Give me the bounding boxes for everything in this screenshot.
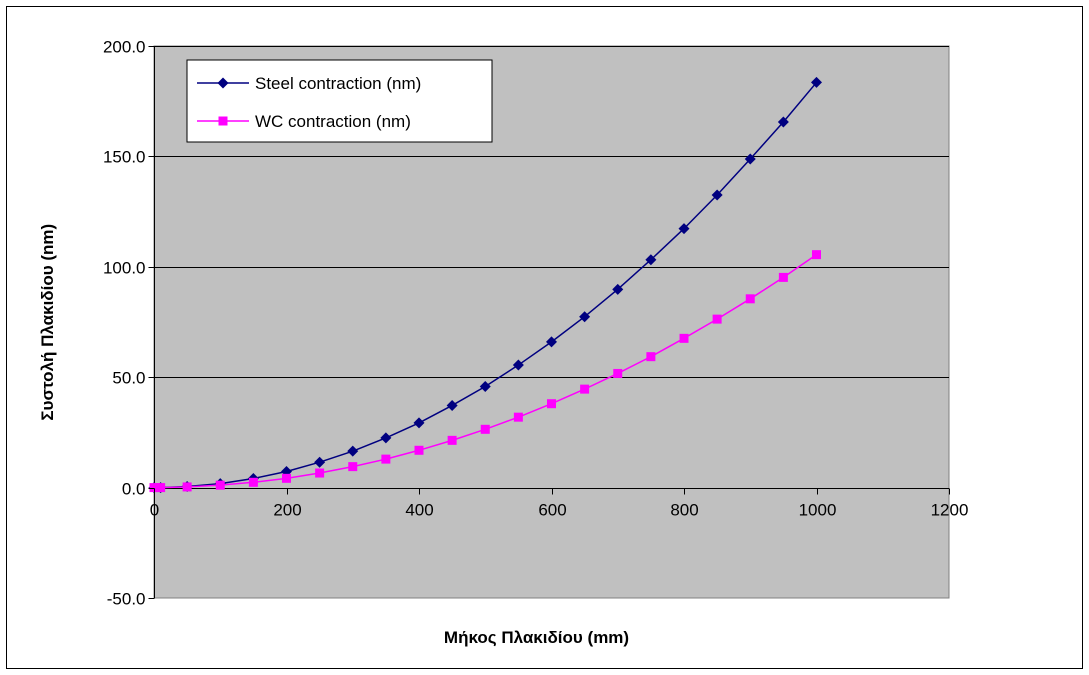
- legend: Steel contraction (nm) WC contraction (nm…: [186, 59, 493, 143]
- diamond-marker: [347, 445, 359, 457]
- legend-item: Steel contraction (nm): [197, 74, 421, 93]
- x-tick-label: 800: [670, 501, 698, 520]
- tick-labels: -50.0 0.0 50.0 100.0 150.0 200.0 0 200 400 600 800…: [103, 38, 968, 609]
- square-marker: [156, 483, 166, 493]
- x-tick-label: 1200: [931, 501, 969, 520]
- diamond-marker: [413, 417, 425, 429]
- square-marker: [348, 462, 358, 472]
- x-axis-title: Μήκος Πλακιδίου (mm): [444, 628, 629, 647]
- square-marker: [215, 480, 225, 490]
- diamond-marker: [479, 380, 491, 392]
- diamond-marker: [579, 311, 591, 323]
- diamond-marker: [217, 77, 229, 89]
- x-tick-label: 1000: [799, 501, 837, 520]
- square-marker: [679, 333, 689, 343]
- square-marker: [149, 483, 159, 493]
- square-marker: [547, 399, 556, 409]
- diamond-marker: [777, 116, 789, 128]
- x-tick-label: 400: [405, 501, 433, 520]
- square-marker: [513, 412, 523, 422]
- legend-item: WC contraction (nm): [197, 112, 411, 131]
- square-marker: [580, 384, 590, 394]
- square-marker: [480, 424, 490, 434]
- x-tick-label: 0: [150, 501, 159, 520]
- y-axis-title: Συστολή Πλακιδίου (nm): [38, 224, 57, 421]
- diamond-marker: [678, 223, 690, 235]
- y-tick-label: 50.0: [112, 369, 145, 388]
- diamond-marker: [811, 76, 822, 88]
- series-line: [154, 81, 818, 489]
- diamond-marker: [380, 432, 392, 444]
- y-tick-label: -50.0: [107, 590, 146, 609]
- square-marker: [613, 368, 623, 378]
- line-chart: -50.0 0.0 50.0 100.0 150.0 200.0 0 200 400 600 800…: [38, 38, 968, 648]
- square-marker: [646, 352, 656, 362]
- square-marker: [812, 250, 821, 260]
- series-line: [154, 254, 817, 489]
- y-tick-label: 150.0: [103, 148, 146, 167]
- diamond-marker: [512, 359, 524, 371]
- axes: [154, 46, 949, 598]
- diamond-marker: [711, 189, 723, 201]
- legend-label: WC contraction (nm): [255, 112, 411, 131]
- square-marker: [218, 116, 228, 126]
- series-layer: [148, 76, 822, 494]
- diamond-marker: [314, 456, 326, 468]
- diamond-marker: [645, 254, 657, 266]
- square-marker: [381, 454, 391, 464]
- y-tick-label: 0.0: [122, 480, 146, 499]
- square-marker: [712, 314, 722, 324]
- x-tick-label: 200: [273, 501, 301, 520]
- square-marker: [414, 445, 424, 455]
- y-tick-label: 100.0: [103, 259, 146, 278]
- square-marker: [315, 468, 325, 478]
- legend-box: [186, 59, 493, 143]
- x-tick-label: 600: [538, 501, 566, 520]
- square-marker: [778, 272, 788, 282]
- diamond-marker: [446, 399, 458, 411]
- legend-label: Steel contraction (nm): [255, 74, 421, 93]
- diamond-marker: [744, 153, 756, 165]
- y-tick-label: 200.0: [103, 38, 146, 57]
- chart-frame: -50.0 0.0 50.0 100.0 150.0 200.0 0 200 400 600 800…: [6, 6, 1083, 669]
- series-wc: [149, 250, 821, 493]
- square-marker: [447, 435, 457, 445]
- legend-items: Steel contraction (nm) WC contraction (nm…: [197, 74, 421, 131]
- square-marker: [282, 473, 291, 483]
- diamond-marker: [612, 283, 624, 295]
- square-marker: [745, 294, 755, 304]
- square-marker: [182, 482, 192, 492]
- diamond-marker: [546, 336, 557, 348]
- square-marker: [248, 477, 258, 487]
